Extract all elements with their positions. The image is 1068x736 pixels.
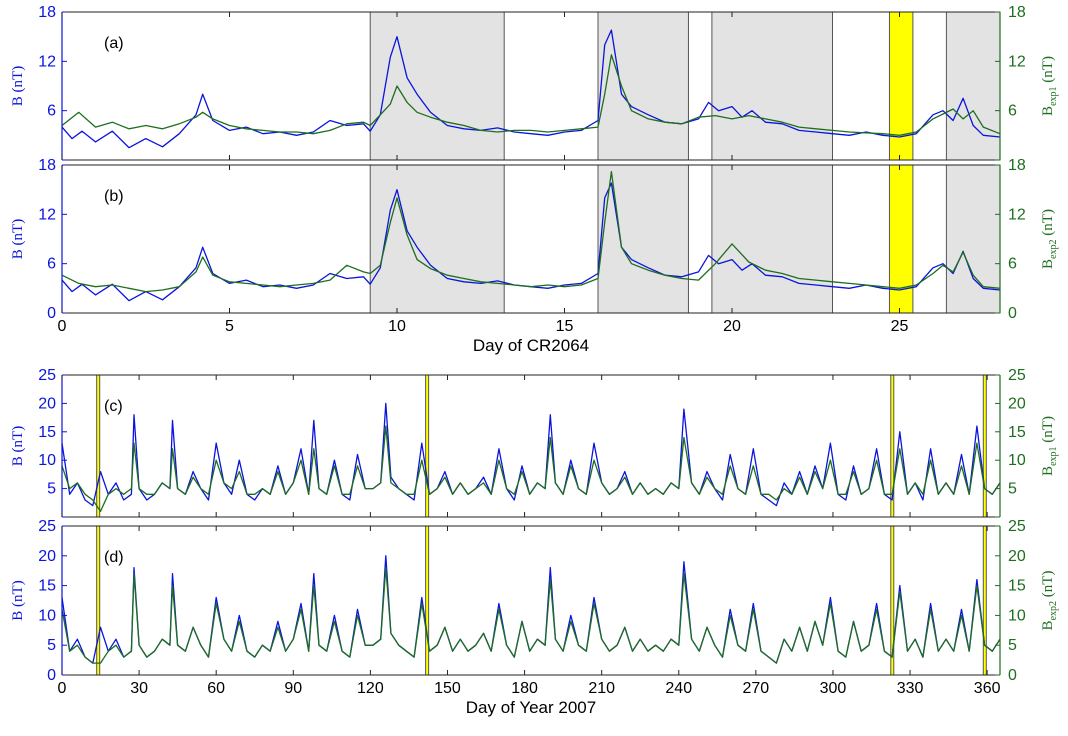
highlight-interval [982,525,987,676]
ytick-label-left: 20 [38,548,56,565]
ytick-label-right: 0 [1008,667,1017,684]
ylabel-left: B (nT) [10,426,26,466]
shaded-interval [711,11,834,161]
series-line-bexp [61,54,1001,136]
ytick-label-right: 18 [1008,157,1026,174]
ytick-label-left: 18 [38,4,56,21]
shaded-interval [945,11,1001,161]
ytick-label-right: 18 [1008,4,1026,21]
series-line-bexp [61,425,1001,512]
ylabel-right: Bexp2 (nT) [1040,209,1059,269]
ytick-label-left: 10 [38,607,56,624]
ytick-label-left: 12 [38,206,56,223]
xtick-label: 5 [225,318,234,335]
ytick-label-right: 5 [1008,637,1017,654]
xtick-label: 150 [434,680,461,697]
ytick-label-right: 6 [1008,256,1017,273]
ytick-label-right: 0 [1008,305,1017,322]
shaded-interval [945,164,1001,314]
ytick-label-left: 6 [47,103,56,120]
ytick-label-right: 12 [1008,53,1026,70]
ylabel-left: B (nT) [10,580,26,620]
highlight-interval [96,525,101,676]
panel-a: 6 6 12 12 18 18 (a) B (nT) Bexp1 (nT) [10,4,1059,161]
shaded-interval [369,11,505,161]
xtick-label: 15 [556,318,574,335]
highlight-interval [425,374,430,518]
xtick-label: 0 [58,318,67,335]
series-line-bexp [61,567,1001,664]
ytick-label-left: 12 [38,53,56,70]
ytick-label-right: 10 [1008,452,1026,469]
ytick-label-left: 25 [38,518,56,535]
highlight-interval [425,525,430,676]
xtick-label: 20 [723,318,741,335]
xtick-label: 330 [897,680,924,697]
xtick-label: 10 [388,318,406,335]
ylabel-right: Bexp2 (nT) [1040,571,1059,631]
xtick-label: 180 [511,680,538,697]
ytick-label-left: 15 [38,424,56,441]
highlight-interval [96,374,101,518]
xtick-label: 300 [820,680,847,697]
xlabel: Day of CR2064 [473,336,589,355]
ytick-label-right: 20 [1008,395,1026,412]
ytick-label-left: 0 [47,667,56,684]
xtick-label: 30 [130,680,148,697]
ytick-label-right: 25 [1008,518,1026,535]
xlabel: Day of Year 2007 [466,698,596,717]
panel-label: (b) [104,188,124,205]
ytick-label-right: 10 [1008,607,1026,624]
highlight-interval [982,374,987,518]
ylabel-left: B (nT) [10,219,26,259]
ytick-label-left: 15 [38,578,56,595]
ytick-label-right: 25 [1008,367,1026,384]
xtick-label: 210 [588,680,615,697]
xtick-label: 0 [58,680,67,697]
panel-label: (c) [104,398,123,415]
highlight-interval [888,11,914,161]
ytick-label-right: 6 [1008,103,1017,120]
xtick-label: 90 [284,680,302,697]
ylabel-right: Bexp1 (nT) [1040,416,1059,476]
ytick-label-right: 12 [1008,206,1026,223]
xtick-label: 240 [665,680,692,697]
series-line-b [61,182,1001,302]
xtick-label: 120 [357,680,384,697]
ytick-label-left: 6 [47,256,56,273]
series-line-b [61,29,1001,149]
highlight-interval [888,164,914,314]
ytick-label-left: 10 [38,452,56,469]
ytick-label-right: 15 [1008,578,1026,595]
ytick-label-left: 25 [38,367,56,384]
shaded-interval [369,164,505,314]
ytick-label-right: 5 [1008,481,1017,498]
ytick-label-right: 20 [1008,548,1026,565]
panel-c: 5 5 10 10 15 15 20 20 25 25 (c) B (nT) Bexp1 (nT) [10,367,1059,518]
series-line-bexp [61,170,1001,293]
ytick-label-left: 5 [47,637,56,654]
ytick-label-left: 20 [38,395,56,412]
ytick-label-left: 5 [47,481,56,498]
panel-label: (d) [104,549,124,566]
ytick-label-left: 0 [47,305,56,322]
xtick-label: 60 [207,680,225,697]
panel-label: (a) [104,35,124,52]
ylabel-left: B (nT) [10,66,26,106]
ytick-label-left: 18 [38,157,56,174]
xtick-label: 25 [891,318,909,335]
ylabel-right: Bexp1 (nT) [1040,56,1059,116]
xtick-label: 270 [743,680,770,697]
shaded-interval [711,164,834,314]
ytick-label-right: 15 [1008,424,1026,441]
xtick-label: 360 [974,680,1001,697]
